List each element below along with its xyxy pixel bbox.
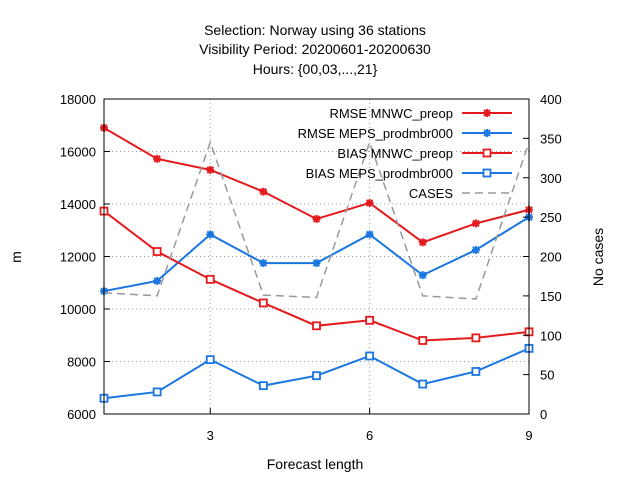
data-point	[312, 321, 321, 331]
chart-title-line-2: Visibility Period: 20200601-20200630	[199, 41, 431, 57]
series-4	[103, 140, 530, 300]
data-point	[471, 245, 480, 254]
data-point	[312, 259, 321, 268]
data-point	[312, 214, 321, 223]
data-point	[153, 276, 162, 285]
data-point	[418, 238, 427, 247]
y-tick-label: 16000	[60, 145, 96, 160]
legend-entry: BIAS MNWC_preop	[337, 146, 512, 161]
data-point	[365, 351, 375, 361]
x-tick-label: 6	[366, 428, 373, 443]
y-tick-label: 10000	[60, 302, 96, 317]
chart-title-line-1: Selection: Norway using 36 stations	[204, 22, 426, 38]
y2-tick-label: 150	[540, 289, 562, 304]
series-1	[100, 213, 533, 296]
data-point	[258, 298, 268, 308]
y-tick-label: 8000	[67, 355, 96, 370]
legend-label: RMSE MNWC_preop	[329, 106, 453, 121]
data-point	[205, 274, 215, 284]
legend-marker	[482, 148, 492, 158]
data-point	[259, 187, 268, 196]
data-point	[418, 336, 428, 345]
data-point	[471, 367, 481, 376]
legend: RMSE MNWC_preop RMSE MEPS_prodmbr000 BIAS …	[298, 106, 512, 201]
legend-marker	[483, 129, 491, 137]
y2-tick-label: 300	[540, 171, 562, 186]
grid	[104, 99, 529, 414]
legend-entry: RMSE MNWC_preop	[329, 106, 512, 121]
y-tick-label: 12000	[60, 250, 96, 265]
series-0	[100, 123, 533, 247]
y2-tick-label: 400	[540, 92, 562, 107]
y-tick-label: 18000	[60, 92, 96, 107]
legend-marker	[483, 109, 491, 117]
series-line	[103, 210, 530, 342]
series-layer	[99, 123, 534, 403]
legend-entry: BIAS MEPS_prodmbr000	[306, 166, 512, 181]
data-point	[365, 230, 374, 239]
x-axis-label: Forecast length	[267, 456, 364, 472]
y2-axis-label: No cases	[590, 228, 606, 286]
data-point	[206, 230, 215, 239]
data-point	[365, 198, 374, 207]
data-point	[152, 247, 162, 256]
data-point	[259, 259, 268, 268]
data-point	[205, 355, 215, 365]
series-line	[103, 140, 530, 300]
y-tick-label: 14000	[60, 197, 96, 212]
x-tick-label: 9	[525, 428, 532, 443]
y2-tick-label: 100	[540, 328, 562, 343]
series-3	[99, 343, 534, 403]
data-point	[206, 165, 215, 174]
data-point	[365, 315, 375, 325]
data-point	[153, 154, 162, 163]
x-tick-label: 3	[207, 428, 214, 443]
legend-entry: RMSE MEPS_prodmbr000	[298, 126, 512, 141]
data-point	[418, 379, 428, 389]
y2-tick-label: 250	[540, 210, 562, 225]
legend-label: BIAS MEPS_prodmbr000	[306, 166, 453, 181]
y-tick-label: 6000	[67, 407, 96, 422]
data-point	[471, 219, 480, 228]
data-point	[152, 387, 162, 397]
legend-entry: CASES	[409, 186, 512, 201]
legend-label: RMSE MEPS_prodmbr000	[298, 126, 453, 141]
data-point	[471, 333, 481, 343]
y2-tick-label: 50	[540, 368, 554, 383]
data-point	[312, 371, 321, 381]
y2-tick-label: 350	[540, 131, 562, 146]
y2-tick-label: 0	[540, 407, 547, 422]
axes: 6000 8000 10000 12000 14000 16000 18000 0 50 100 1…	[60, 92, 562, 443]
data-point	[258, 381, 268, 391]
y2-tick-label: 200	[540, 250, 562, 265]
chart-title-line-3: Hours: {00,03,...,21}	[253, 61, 378, 77]
y-axis-label: m	[8, 251, 24, 263]
chart-title: Selection: Norway using 36 stations Visi…	[199, 22, 431, 77]
legend-label: BIAS MNWC_preop	[337, 146, 453, 161]
legend-marker	[482, 168, 492, 178]
data-point	[418, 271, 427, 280]
legend-label: CASES	[409, 186, 453, 201]
series-line	[103, 127, 530, 244]
series-2	[99, 206, 534, 345]
